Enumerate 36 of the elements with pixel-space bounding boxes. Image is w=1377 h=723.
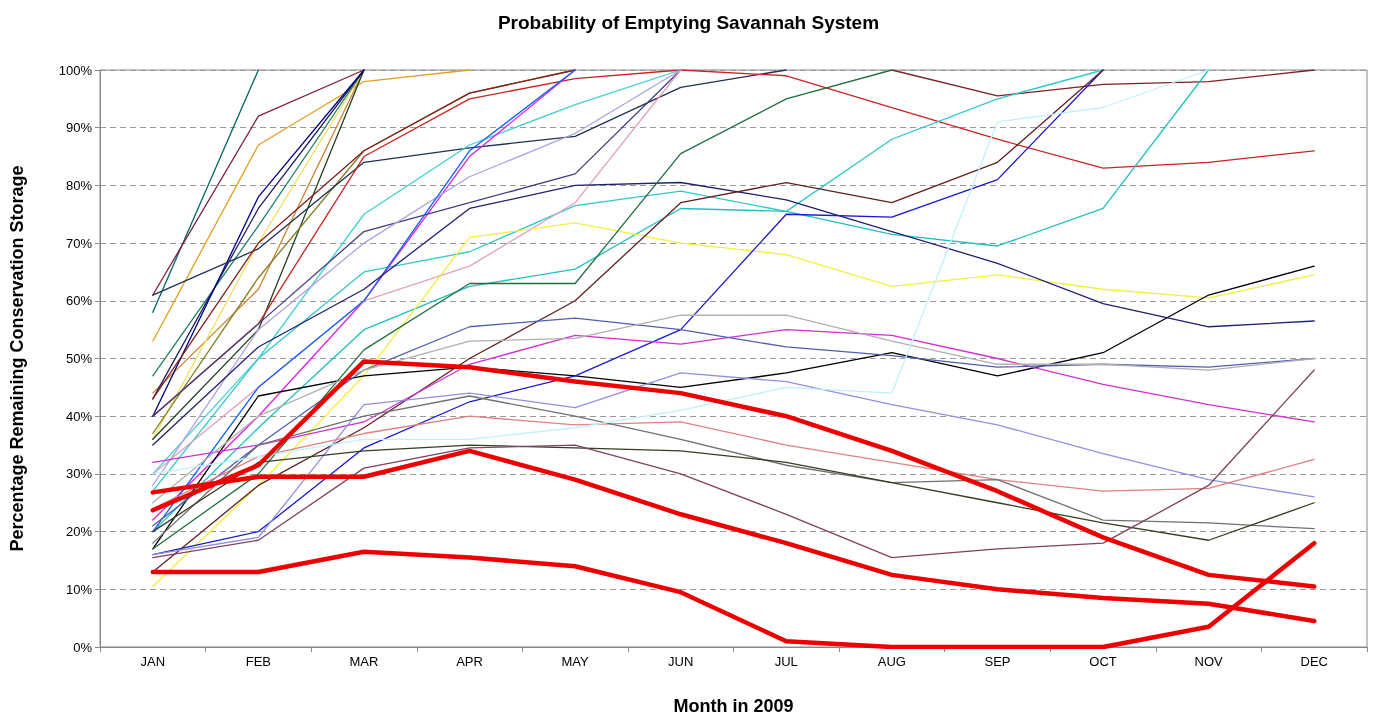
x-tick-label: MAY — [561, 654, 590, 669]
y-tick-label: 100% — [58, 62, 93, 78]
x-tick-label: AUG — [877, 654, 906, 669]
line-series — [152, 181, 1315, 446]
y-tick-label: 0% — [73, 639, 93, 655]
line-series — [152, 415, 1315, 510]
line-series — [152, 69, 471, 342]
x-tick-label: JUL — [774, 654, 798, 669]
line-series — [152, 395, 1315, 544]
y-tick-label: 80% — [65, 177, 93, 193]
y-axis-title: Percentage Remaining Conservation Storage — [7, 165, 27, 552]
y-tick-label: 30% — [65, 466, 93, 482]
y-tick-label: 90% — [65, 120, 93, 136]
line-series — [152, 69, 893, 550]
y-tick-label: 40% — [65, 408, 93, 424]
y-tick-label: 10% — [65, 581, 93, 597]
line-series — [152, 444, 1315, 541]
x-axis-title: Month in 2009 — [673, 696, 794, 716]
y-tick-label: 60% — [65, 293, 93, 309]
x-tick-label: JUN — [668, 654, 694, 669]
chart-title: Probability of Emptying Savannah System — [497, 12, 880, 33]
x-tick-label: MAR — [349, 654, 379, 669]
x-tick-label: DEC — [1300, 654, 1328, 669]
y-tick-label: 20% — [65, 524, 93, 540]
line-series — [152, 329, 1315, 464]
x-tick-label: APR — [456, 654, 483, 669]
y-tick-label: 70% — [65, 235, 93, 251]
x-tick-label: JAN — [140, 654, 166, 669]
line-series — [152, 69, 787, 296]
line-series — [152, 265, 1315, 550]
x-tick-label: OCT — [1089, 654, 1117, 669]
x-tick-label: SEP — [984, 654, 1011, 669]
x-tick-label: FEB — [245, 654, 272, 669]
x-tick-label: NOV — [1194, 654, 1224, 669]
y-tick-label: 50% — [65, 351, 93, 366]
line-series — [152, 222, 1315, 588]
